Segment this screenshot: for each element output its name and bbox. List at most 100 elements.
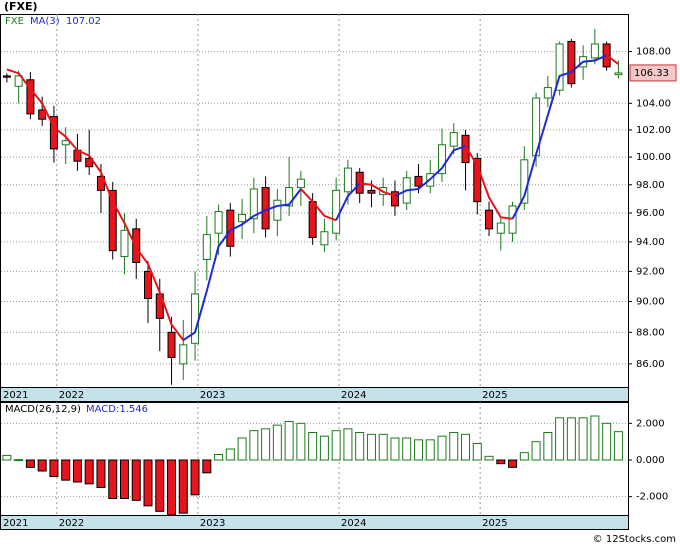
candle-body bbox=[461, 134, 470, 164]
macd-bar bbox=[566, 417, 576, 461]
macd-bar bbox=[590, 415, 600, 461]
candle-body bbox=[2, 75, 11, 78]
x-tick-label: 2023 bbox=[200, 390, 225, 401]
macd-bar bbox=[343, 428, 353, 461]
x-tick-label: 2021 bbox=[3, 518, 28, 529]
y-tick-label: 96.00 bbox=[636, 208, 665, 219]
macd-bar bbox=[331, 430, 341, 461]
macd-bar bbox=[284, 421, 294, 461]
x-tick-label: 2022 bbox=[59, 390, 84, 401]
macd-bar bbox=[378, 433, 388, 461]
y-tick-label: 92.00 bbox=[636, 266, 665, 277]
candle-body bbox=[108, 189, 117, 252]
candle-body bbox=[85, 157, 94, 168]
macd-bar bbox=[237, 437, 247, 461]
legend-ma-value: 107.02 bbox=[66, 16, 101, 27]
y-tick-label: 90.00 bbox=[636, 297, 665, 308]
candle-body bbox=[308, 201, 317, 239]
candle-body bbox=[567, 40, 576, 85]
macd-bar bbox=[37, 459, 47, 472]
macd-bar bbox=[214, 454, 224, 461]
macd-bar bbox=[437, 435, 447, 461]
candle-body bbox=[14, 75, 23, 87]
x-tick-label: 2025 bbox=[482, 518, 507, 529]
last-price-label: 106.33 bbox=[634, 68, 669, 79]
y-tick-label: 100.00 bbox=[636, 152, 671, 163]
footer: © 12Stocks.com bbox=[593, 534, 676, 545]
candle-body bbox=[543, 87, 552, 99]
macd-bar bbox=[14, 459, 24, 462]
candle-body bbox=[202, 234, 211, 261]
candle-body bbox=[120, 229, 129, 258]
ma-line bbox=[359, 182, 396, 197]
macd-bar bbox=[119, 459, 129, 499]
y-tick-label: 88.00 bbox=[636, 327, 665, 338]
last-price-box bbox=[629, 64, 677, 82]
candle-body bbox=[273, 199, 282, 221]
macd-bar bbox=[425, 439, 435, 461]
ma-line bbox=[511, 54, 608, 220]
x-tick-label: 2024 bbox=[341, 390, 366, 401]
macd-bar bbox=[413, 439, 423, 461]
ma-line bbox=[182, 188, 302, 341]
candle-body bbox=[485, 209, 494, 230]
macd-bar bbox=[272, 424, 282, 461]
macd-bar bbox=[390, 437, 400, 461]
candle-body bbox=[555, 43, 564, 91]
y-tick-label: -2.000 bbox=[636, 492, 668, 503]
candle-body bbox=[332, 189, 341, 234]
candle-body bbox=[367, 189, 376, 194]
x-tick-label: 2023 bbox=[200, 518, 225, 529]
candle-body bbox=[320, 231, 329, 246]
x-tick-label: 2024 bbox=[341, 518, 366, 529]
candle-body bbox=[449, 132, 458, 147]
y-tick-label: 104.00 bbox=[636, 98, 671, 109]
macd-bar bbox=[366, 433, 376, 461]
candle-body bbox=[285, 187, 294, 207]
ma-line bbox=[464, 145, 513, 220]
candle-body bbox=[214, 211, 223, 234]
candle-body bbox=[249, 188, 258, 220]
price-time-axis bbox=[0, 387, 629, 402]
macd-bar bbox=[519, 452, 529, 461]
y-tick-label: 0.000 bbox=[636, 455, 665, 466]
y-tick-label: 86.00 bbox=[636, 359, 665, 370]
candle-body bbox=[61, 140, 70, 146]
macd-bar bbox=[202, 459, 212, 474]
macd-title: MACD(26,12,9) bbox=[5, 404, 81, 415]
candle-body bbox=[167, 331, 176, 358]
macd-bar bbox=[155, 459, 165, 512]
macd-bar bbox=[143, 459, 153, 507]
macd-bar bbox=[355, 432, 365, 461]
candle-body bbox=[144, 270, 152, 299]
macd-bar bbox=[96, 459, 106, 488]
macd-bar bbox=[555, 417, 565, 461]
macd-bar bbox=[108, 459, 118, 499]
candle-body bbox=[179, 344, 188, 365]
macd-bar bbox=[461, 433, 471, 461]
macd-bar bbox=[225, 448, 235, 461]
candle-body bbox=[438, 144, 446, 175]
candle-body bbox=[496, 222, 505, 234]
candle-body bbox=[590, 43, 599, 59]
macd-legend: MACD:1.546 bbox=[86, 404, 148, 415]
macd-bar bbox=[25, 459, 35, 468]
macd-bar bbox=[249, 430, 259, 461]
macd-bar bbox=[296, 422, 306, 461]
y-tick-label: 94.00 bbox=[636, 237, 665, 248]
macd-bar bbox=[543, 432, 553, 461]
macd-bar bbox=[167, 459, 177, 516]
y-tick-label: 102.00 bbox=[636, 125, 671, 136]
macd-bar bbox=[578, 417, 588, 461]
macd-bar bbox=[49, 459, 59, 477]
y-tick-label: 98.00 bbox=[636, 180, 665, 191]
candle-body bbox=[343, 167, 352, 193]
x-tick-label: 2025 bbox=[482, 390, 507, 401]
macd-bar bbox=[261, 428, 271, 461]
macd-bar bbox=[2, 454, 12, 461]
ma-line bbox=[6, 68, 185, 341]
macd-bar bbox=[602, 422, 612, 461]
macd-time-axis bbox=[0, 515, 629, 530]
macd-bar bbox=[496, 459, 506, 465]
candle-body bbox=[38, 109, 47, 120]
